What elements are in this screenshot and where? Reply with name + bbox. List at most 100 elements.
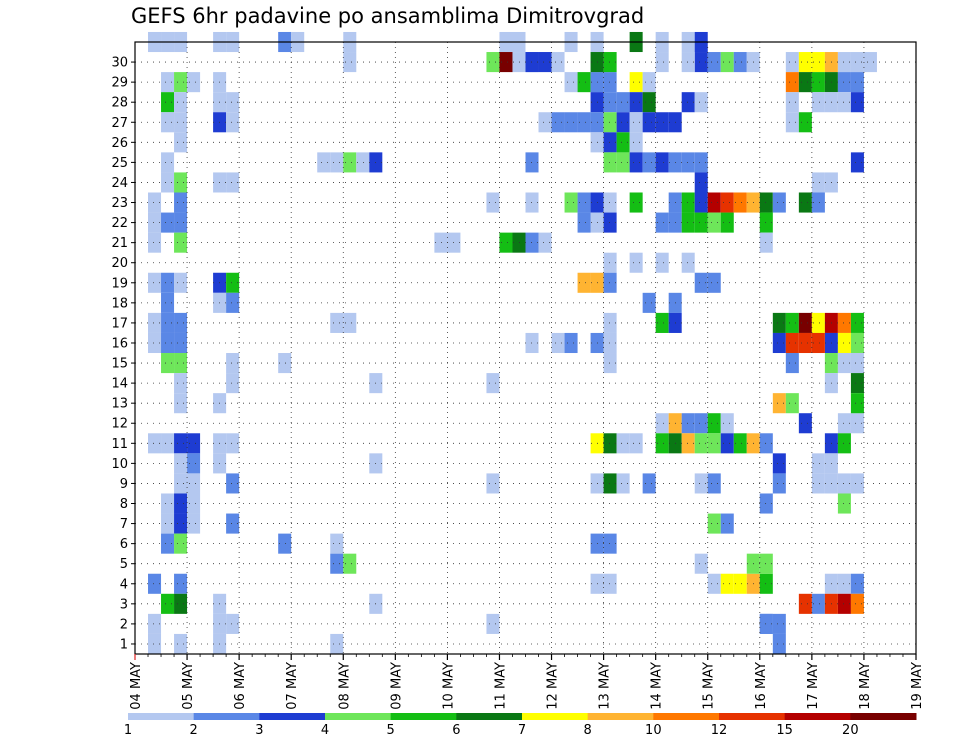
y-tick-label: 29: [111, 76, 128, 91]
heatmap-cell: [174, 573, 188, 594]
heatmap-cell: [174, 172, 188, 193]
x-tick-label: 04 MAY: [129, 662, 144, 710]
heatmap-cell: [629, 192, 643, 213]
heatmap-cell: [486, 192, 500, 213]
heatmap-cell: [837, 312, 851, 333]
heatmap-cell: [837, 433, 851, 454]
heatmap-cell: [616, 152, 630, 173]
heatmap-cell: [694, 192, 708, 213]
heatmap-cell: [564, 112, 578, 133]
heatmap-cell: [694, 433, 708, 454]
heatmap-cell: [148, 192, 162, 213]
heatmap-cell: [694, 92, 708, 113]
heatmap-cell: [798, 413, 812, 434]
heatmap-cell: [772, 473, 786, 494]
heatmap-cell: [811, 72, 825, 93]
heatmap-cell: [759, 192, 773, 213]
heatmap-cell: [655, 312, 669, 333]
heatmap-cell: [174, 533, 188, 554]
heatmap-cell: [174, 312, 188, 333]
heatmap-cell: [642, 92, 656, 113]
heatmap-cell: [330, 553, 344, 574]
heatmap-cell: [785, 393, 799, 414]
heatmap-cell: [772, 312, 786, 333]
heatmap-cell: [655, 152, 669, 173]
heatmap-cell: [785, 72, 799, 93]
heatmap-cell: [278, 353, 292, 374]
heatmap-cell: [707, 52, 721, 73]
heatmap-cell: [863, 52, 877, 73]
y-tick-label: 27: [111, 116, 128, 131]
y-tick-label: 23: [111, 196, 128, 211]
heatmap-cell: [811, 453, 825, 474]
heatmap-cell: [798, 112, 812, 133]
heatmap-cell: [798, 312, 812, 333]
x-tick-label: 08 MAY: [337, 662, 352, 710]
heatmap-cell: [187, 513, 201, 534]
heatmap-cell: [226, 172, 240, 193]
x-tick-label: 15 MAY: [702, 662, 717, 710]
heatmap-cell: [642, 152, 656, 173]
heatmap-cell: [694, 473, 708, 494]
y-axis: 1234567891011121314151617181920212223242…: [111, 56, 135, 652]
heatmap-cell: [226, 513, 240, 534]
heatmap-cell: [798, 332, 812, 354]
heatmap-cell: [603, 192, 617, 213]
heatmap-cell: [603, 312, 617, 333]
x-tick-label: 07 MAY: [285, 662, 300, 710]
heatmap-cell: [538, 52, 552, 73]
y-tick-label: 15: [111, 357, 128, 372]
heatmap-cell: [811, 332, 825, 354]
heatmap-cell: [486, 613, 500, 634]
heatmap-cell: [837, 413, 851, 434]
heatmap-cell: [603, 332, 617, 354]
x-tick-label: 06 MAY: [233, 662, 248, 710]
heatmap-cell: [512, 52, 526, 73]
heatmap-cell: [798, 593, 812, 614]
heatmap-cell: [603, 112, 617, 133]
heatmap-cell: [837, 593, 851, 614]
heatmap-cell: [564, 72, 578, 93]
y-tick-label: 4: [120, 577, 128, 592]
heatmap-cell: [525, 192, 539, 213]
heatmap-cell: [226, 353, 240, 374]
heatmap-cell: [603, 272, 617, 293]
x-axis: 04 MAY 05 MAY 06 MAY 07 MAY 08 MAY 09 MAY 10 M…: [129, 654, 925, 710]
heatmap-cell: [850, 312, 864, 333]
heatmap-cell: [616, 433, 630, 454]
heatmap-cell: [837, 493, 851, 514]
heatmap-cell: [837, 72, 851, 93]
heatmap-cell: [707, 212, 721, 233]
heatmap-cell: [772, 332, 786, 354]
legend-color-swatch: [850, 713, 917, 720]
heatmap-cell: [837, 92, 851, 113]
heatmap-cell: [772, 633, 786, 654]
heatmap-cell: [174, 272, 188, 293]
heatmap-cell: [733, 573, 747, 594]
heatmap-cell: [850, 353, 864, 374]
heatmap-cell: [161, 272, 175, 293]
heatmap-cell: [603, 433, 617, 454]
heatmap-cell: [772, 453, 786, 474]
x-tick-label: 19 MAY: [910, 662, 925, 710]
heatmap-cell: [161, 112, 175, 133]
heatmap-cell: [629, 72, 643, 93]
heatmap-cell: [707, 272, 721, 293]
y-tick-label: 16: [111, 336, 128, 351]
heatmap-cell: [850, 393, 864, 414]
heatmap-cell: [681, 152, 695, 173]
heatmap-cell: [850, 373, 864, 394]
heatmap-cell: [226, 613, 240, 634]
heatmap-cell: [603, 72, 617, 93]
y-tick-label: 21: [111, 236, 128, 251]
x-tick-label: 13 MAY: [598, 662, 613, 710]
heatmap-cell: [525, 332, 539, 354]
heatmap-cell: [629, 132, 643, 153]
y-tick-label: 9: [120, 477, 128, 492]
x-tick-label: 12 MAY: [546, 662, 561, 710]
legend-level-label: 2: [190, 723, 198, 738]
legend-level-label: 1: [124, 723, 132, 738]
heatmap-cell: [174, 393, 188, 414]
x-tick-label: 10 MAY: [441, 662, 456, 710]
heatmap-cell: [837, 573, 851, 594]
